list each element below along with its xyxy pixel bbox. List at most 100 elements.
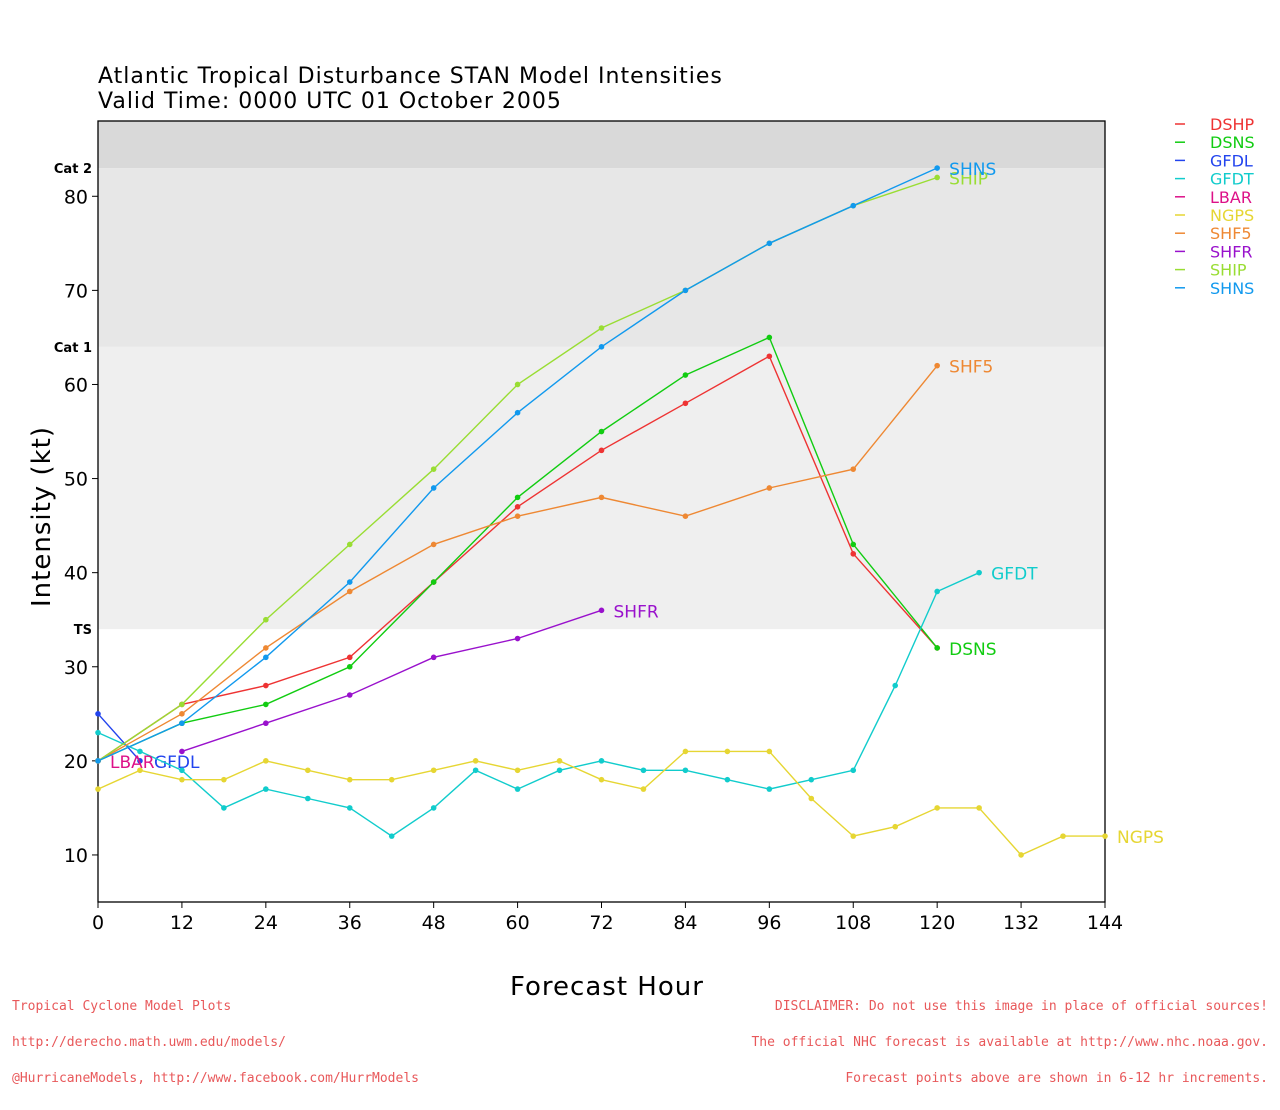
legend-entry-shns: SHNS bbox=[1210, 279, 1254, 298]
data-point-ngps bbox=[179, 776, 185, 783]
data-point-ngps bbox=[514, 767, 521, 774]
data-point-dsns bbox=[346, 663, 353, 670]
data-point-ship bbox=[179, 701, 185, 708]
data-point-ngps bbox=[976, 805, 982, 811]
data-point-gfdt bbox=[556, 767, 563, 774]
legend-entry-gfdl: GFDL bbox=[1210, 151, 1253, 170]
data-point-dshp bbox=[346, 654, 353, 661]
series-end-label-shfr: SHFR bbox=[614, 602, 659, 622]
x-tick-label: 72 bbox=[589, 912, 613, 934]
data-point-ngps bbox=[850, 833, 857, 839]
series-end-label-dsns: DSNS bbox=[949, 640, 996, 660]
data-point-shns bbox=[514, 409, 521, 416]
data-point-shns bbox=[850, 202, 857, 209]
footer-left-line-1: Tropical Cyclone Model Plots bbox=[12, 999, 232, 1014]
data-point-shns bbox=[263, 654, 269, 661]
chart-subtitle: Valid Time: 0000 UTC 01 October 2005 bbox=[98, 89, 562, 114]
y-tick-label: 30 bbox=[64, 657, 88, 679]
data-point-dsns bbox=[598, 428, 605, 435]
footer-right-line-3: Forecast points above are shown in 6-12 … bbox=[845, 1071, 1268, 1086]
legend-entry-ship: SHIP bbox=[1210, 261, 1247, 280]
x-tick-label: 144 bbox=[1087, 912, 1123, 934]
series-end-label-shns: SHNS bbox=[949, 160, 996, 180]
data-point-shf5 bbox=[850, 466, 857, 472]
data-point-gfdt bbox=[598, 758, 605, 764]
data-point-ship bbox=[263, 616, 269, 623]
data-point-ngps bbox=[892, 823, 899, 830]
y-tick-label: 10 bbox=[64, 845, 88, 867]
x-tick-label: 120 bbox=[919, 912, 955, 934]
x-tick-label: 60 bbox=[505, 912, 529, 934]
data-point-shns bbox=[430, 485, 437, 491]
data-point-ship bbox=[346, 541, 353, 548]
data-point-dsns bbox=[850, 541, 857, 548]
data-point-shf5 bbox=[430, 541, 437, 548]
data-point-shfr bbox=[263, 720, 269, 727]
data-point-ngps bbox=[472, 758, 479, 764]
data-point-gfdt bbox=[221, 805, 227, 811]
data-point-shfr bbox=[598, 607, 605, 614]
data-point-ngps bbox=[640, 786, 647, 792]
data-point-dshp bbox=[598, 447, 605, 454]
data-point-ngps bbox=[1102, 833, 1108, 839]
data-point-shns bbox=[934, 165, 940, 171]
series-line-gfdl bbox=[97, 713, 141, 762]
data-point-shns bbox=[682, 287, 689, 294]
data-point-shns bbox=[598, 344, 605, 350]
data-point-ngps bbox=[430, 767, 437, 774]
y-tick-label: 20 bbox=[64, 751, 88, 773]
data-point-dshp bbox=[514, 503, 521, 510]
legend-entry-shf5: SHF5 bbox=[1210, 224, 1252, 243]
footer-left: Tropical Cyclone Model Plots http://dere… bbox=[12, 977, 419, 1109]
band-label-cat-2: Cat 2 bbox=[54, 162, 92, 177]
data-point-dshp bbox=[263, 682, 269, 689]
data-point-shfr bbox=[514, 635, 521, 642]
data-point-shf5 bbox=[346, 588, 353, 595]
x-tick-label: 96 bbox=[757, 912, 781, 934]
data-point-ngps bbox=[263, 758, 269, 764]
data-point-shf5 bbox=[934, 362, 940, 369]
data-point-gfdt bbox=[934, 588, 940, 595]
y-tick-label: 40 bbox=[64, 563, 88, 585]
series-line-shfr bbox=[181, 609, 602, 753]
footer-left-line-2[interactable]: http://derecho.math.uwm.edu/models/ bbox=[12, 1035, 286, 1050]
data-point-ngps bbox=[808, 795, 815, 802]
data-point-shf5 bbox=[598, 494, 605, 501]
data-point-dsns bbox=[263, 701, 269, 708]
x-tick-label: 108 bbox=[835, 912, 871, 934]
data-point-shns bbox=[346, 579, 353, 585]
data-point-ship bbox=[598, 325, 605, 331]
data-point-gfdt bbox=[430, 805, 437, 811]
intensity-band-ts bbox=[98, 346, 1105, 630]
data-point-shf5 bbox=[263, 645, 269, 651]
data-point-gfdt bbox=[724, 776, 731, 783]
chart-page: Atlantic Tropical Disturbance STAN Model… bbox=[12, 64, 1268, 1085]
data-point-shfr bbox=[346, 692, 353, 698]
data-point-gfdt bbox=[514, 786, 521, 792]
data-point-shns bbox=[766, 240, 773, 247]
data-point-dshp bbox=[766, 353, 773, 360]
data-point-ngps bbox=[934, 805, 940, 811]
series-line-gfdt bbox=[97, 572, 980, 837]
series-end-label-ship: SHIP bbox=[949, 169, 988, 189]
legend-entry-lbar: LBAR bbox=[1210, 188, 1252, 207]
data-point-dsns bbox=[934, 645, 940, 651]
data-point-dsns bbox=[682, 372, 689, 378]
data-point-shfr bbox=[430, 654, 437, 661]
x-tick-label: 84 bbox=[673, 912, 697, 934]
data-point-ngps bbox=[598, 776, 605, 783]
y-tick-label: 50 bbox=[64, 469, 88, 491]
series-end-label-gfdl: GFDL bbox=[154, 753, 200, 773]
data-point-ngps bbox=[766, 748, 773, 755]
chart-title: Atlantic Tropical Disturbance STAN Model… bbox=[98, 64, 723, 89]
data-point-ngps bbox=[304, 767, 311, 774]
intensity-band-cat-1 bbox=[98, 168, 1105, 347]
footer-left-line-3[interactable]: @HurricaneModels, http://www.facebook.co… bbox=[12, 1071, 419, 1086]
data-point-gfdt bbox=[137, 748, 143, 755]
series-end-label-lbar: LBAR bbox=[110, 753, 155, 773]
data-point-dsns bbox=[514, 494, 521, 501]
data-point-shf5 bbox=[766, 485, 773, 491]
data-point-dshp bbox=[850, 551, 857, 557]
data-point-gfdt bbox=[95, 729, 101, 736]
x-tick-label: 24 bbox=[254, 912, 278, 934]
